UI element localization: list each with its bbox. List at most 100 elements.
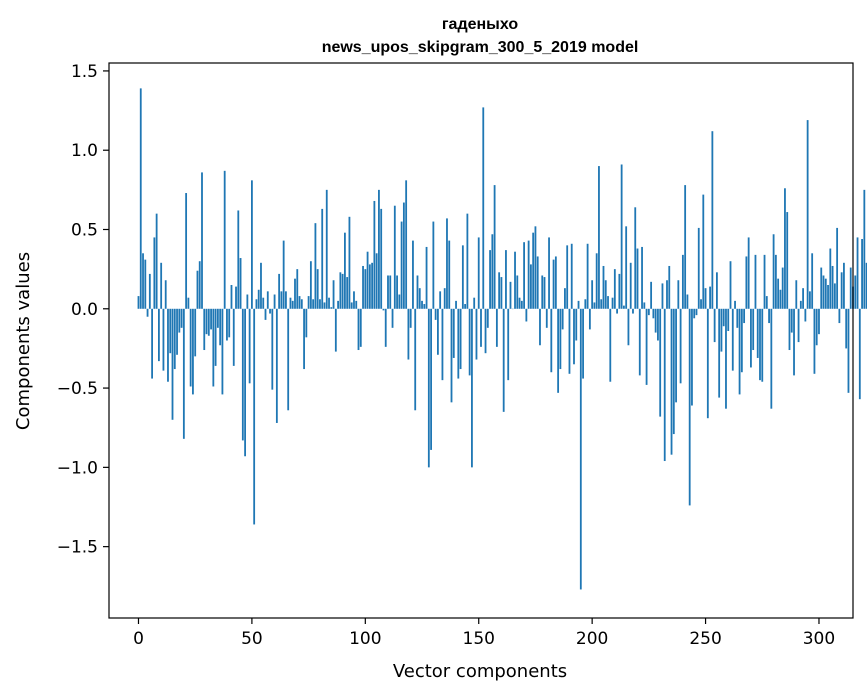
bar-15 — [171, 308, 174, 420]
bar-277 — [765, 296, 768, 309]
x-tick-label: 100 — [349, 629, 381, 649]
bar-278 — [768, 308, 770, 324]
bar-259 — [725, 308, 727, 409]
bar-301 — [820, 267, 823, 309]
bar-23 — [189, 308, 192, 387]
bar-78 — [314, 223, 317, 309]
bar-320 — [863, 189, 866, 309]
bar-312 — [845, 308, 848, 349]
bar-73 — [303, 308, 305, 370]
bar-12 — [164, 280, 167, 309]
bar-302 — [822, 275, 825, 309]
bar-192 — [573, 308, 575, 365]
bar-87 — [334, 308, 337, 352]
bar-178 — [541, 275, 544, 309]
bar-153 — [484, 308, 487, 354]
bar-35 — [216, 308, 219, 328]
bar-68 — [291, 300, 294, 309]
bar-179 — [543, 277, 546, 309]
bar-286 — [786, 212, 789, 309]
bar-130 — [432, 221, 435, 309]
bar-276 — [763, 254, 766, 309]
bar-233 — [666, 280, 668, 309]
bar-28 — [201, 172, 203, 309]
bar-311 — [843, 262, 845, 309]
bar-236 — [672, 308, 675, 435]
bar-128 — [427, 308, 430, 468]
bar-200 — [591, 280, 594, 309]
bar-224 — [645, 308, 648, 385]
bar-33 — [212, 308, 215, 387]
bar-137 — [448, 240, 451, 309]
bar-205 — [602, 265, 605, 309]
bar-257 — [720, 308, 723, 352]
bar-231 — [661, 283, 664, 309]
bar-107 — [380, 208, 383, 309]
x-axis-ticks: 0 50 100 150 200 250 300 — [133, 618, 835, 649]
bar-59 — [271, 308, 274, 390]
bar-273 — [756, 308, 759, 358]
bar-63 — [280, 291, 283, 309]
bar-98 — [359, 308, 362, 347]
bar-201 — [593, 302, 596, 309]
bar-184 — [554, 256, 557, 309]
bar-96 — [355, 300, 358, 309]
bar-193 — [575, 308, 578, 341]
bar-167 — [516, 275, 519, 309]
bar-37 — [221, 308, 224, 395]
bar-172 — [527, 240, 530, 309]
bar-36 — [219, 308, 222, 346]
bar-139 — [452, 308, 455, 358]
bar-82 — [323, 302, 326, 309]
bar-181 — [548, 237, 550, 309]
bar-232 — [663, 308, 666, 462]
bar-270 — [750, 308, 752, 368]
bar-152 — [482, 107, 485, 309]
x-tick-label: 300 — [803, 629, 835, 649]
bar-48 — [246, 294, 249, 309]
bar-237 — [675, 308, 677, 403]
bar-161 — [502, 308, 505, 412]
bar-54 — [260, 262, 262, 309]
bar-1 — [139, 88, 142, 309]
bar-102 — [368, 264, 371, 309]
bar-34 — [214, 308, 217, 366]
bar-30 — [205, 308, 208, 335]
bar-202 — [595, 253, 598, 309]
bar-157 — [493, 185, 496, 309]
bar-198 — [586, 243, 589, 309]
bar-105 — [375, 253, 378, 309]
bar-244 — [691, 308, 693, 406]
bar-266 — [740, 308, 743, 373]
bar-281 — [774, 254, 777, 309]
bar-250 — [704, 288, 707, 309]
bar-248 — [700, 299, 702, 309]
bar-307 — [833, 283, 836, 309]
bar-214 — [623, 305, 625, 309]
bar-138 — [450, 308, 453, 403]
bar-45 — [239, 258, 242, 309]
bar-2 — [142, 253, 144, 309]
bar-151 — [480, 308, 482, 347]
bar-183 — [552, 259, 555, 309]
bar-149 — [475, 308, 478, 360]
bar-226 — [650, 281, 653, 309]
bar-319 — [861, 239, 863, 309]
bar-175 — [534, 226, 537, 309]
bar-290 — [795, 280, 798, 309]
bar-208 — [609, 308, 612, 382]
bar-41 — [230, 285, 233, 309]
bar-79 — [316, 269, 319, 309]
bar-81 — [321, 208, 324, 309]
bar-134 — [441, 308, 444, 381]
bar-67 — [289, 297, 292, 309]
bar-80 — [319, 299, 321, 309]
bar-308 — [836, 227, 839, 309]
bar-100 — [364, 269, 367, 309]
bar-294 — [804, 308, 807, 322]
bar-223 — [643, 302, 646, 309]
bar-75 — [307, 296, 310, 309]
bar-16 — [173, 308, 176, 370]
bar-186 — [559, 308, 562, 370]
bar-99 — [362, 265, 364, 309]
